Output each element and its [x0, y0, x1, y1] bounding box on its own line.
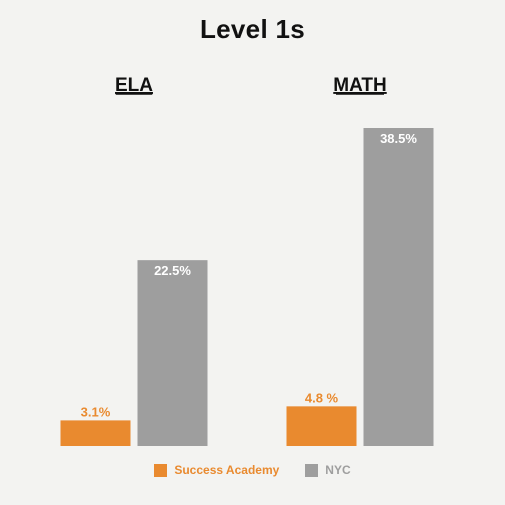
legend-label-success-academy: Success Academy	[174, 463, 280, 477]
legend-swatch-nyc	[305, 463, 319, 477]
bar-ela-success-academy	[60, 420, 131, 446]
legend-item-success-academy: Success Academy	[154, 463, 279, 477]
bar-chart: ELA 3.1% 22.5% MATH 4.8 % 38.5%	[60, 75, 434, 446]
data-label-ela-nyc: 22.5%	[154, 263, 191, 278]
data-label-math-success-academy: 4.8 %	[305, 390, 339, 405]
data-label-ela-success-academy: 3.1%	[81, 404, 111, 419]
bar-math-success-academy	[286, 406, 357, 446]
bar-math-nyc	[363, 128, 434, 446]
legend-label-nyc: NYC	[325, 463, 351, 477]
category-label-ela: ELA	[115, 75, 153, 96]
legend-swatch-success-academy	[154, 463, 168, 477]
data-label-math-nyc: 38.5%	[380, 131, 417, 146]
legend-item-nyc: NYC	[305, 463, 351, 477]
chart-title: Level 1s	[199, 14, 306, 44]
category-label-math: MATH	[333, 75, 386, 96]
bar-ela-nyc	[137, 260, 208, 446]
chart-legend: Success Academy NYC	[0, 463, 505, 477]
